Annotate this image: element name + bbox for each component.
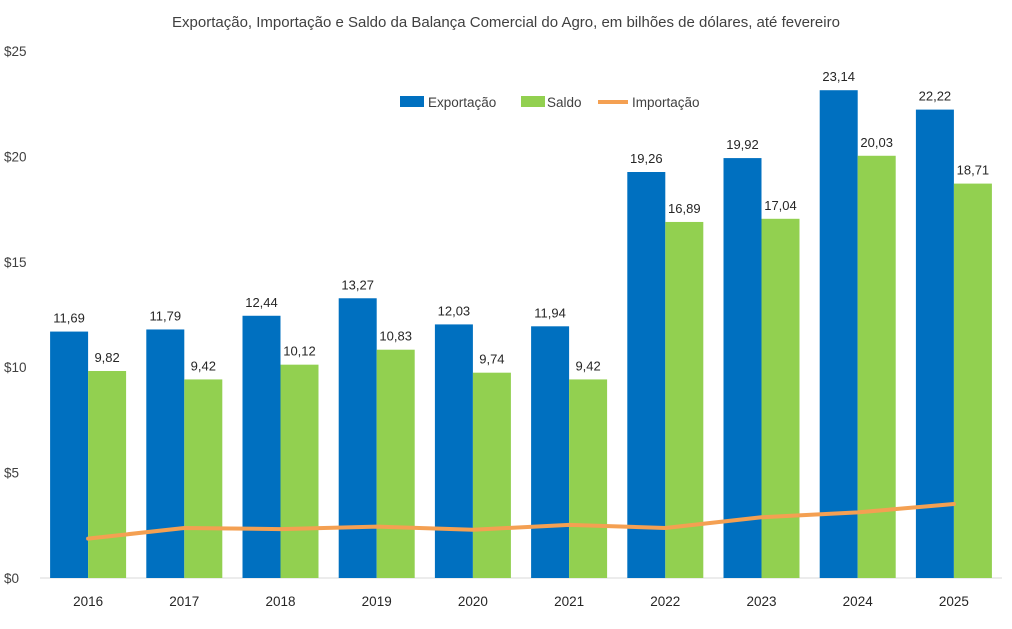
- bar-saldo: [472, 372, 511, 578]
- data-label-saldo: 9,42: [575, 358, 600, 373]
- data-labels: 11,69 11,79 12,44 13,27 12,03 11,94 19,26 19,92…: [53, 69, 989, 373]
- bar-exportação: [627, 171, 666, 578]
- y-tick-label: $10: [4, 360, 27, 375]
- y-tick-label: $25: [4, 44, 27, 59]
- bar-exportação: [50, 331, 89, 578]
- bar-saldo: [569, 379, 608, 578]
- bar-exportação: [146, 329, 185, 578]
- data-label-exportação: 13,27: [341, 277, 374, 292]
- data-label-exportação: 19,26: [630, 151, 663, 166]
- data-label-saldo: 20,03: [860, 135, 893, 150]
- y-axis: $0 $5 $10 $15 $20 $25: [4, 44, 27, 586]
- data-label-exportação: 19,92: [726, 137, 759, 152]
- x-tick-label: 2025: [939, 594, 969, 609]
- data-label-exportação: 22,22: [919, 89, 952, 104]
- y-tick-label: $5: [4, 466, 19, 481]
- x-tick-label: 2019: [362, 594, 392, 609]
- bar-exportação: [531, 326, 570, 578]
- x-tick-label: 2023: [746, 594, 776, 609]
- data-label-saldo: 17,04: [764, 198, 797, 213]
- x-tick-label: 2016: [73, 594, 103, 609]
- legend-label-exportação: Exportação: [428, 95, 496, 110]
- bar-saldo: [665, 221, 704, 578]
- legend-label-saldo: Saldo: [547, 95, 582, 110]
- data-label-saldo: 16,89: [668, 201, 701, 216]
- bar-saldo: [280, 364, 319, 578]
- legend-swatch-saldo: [521, 96, 545, 107]
- bar-exportação: [242, 315, 281, 578]
- bar-exportação: [819, 90, 858, 578]
- data-label-saldo: 9,74: [479, 352, 504, 367]
- bar-saldo: [376, 349, 415, 578]
- y-tick-label: $15: [4, 255, 27, 270]
- x-axis: 2016 2017 2018 2019 2020 2021 2022 2023 2024 2025: [73, 594, 969, 609]
- x-tick-label: 2020: [458, 594, 488, 609]
- data-label-saldo: 18,71: [957, 163, 990, 178]
- bars-group: [50, 90, 992, 579]
- legend: Exportação Saldo Importação: [400, 95, 700, 110]
- x-tick-label: 2022: [650, 594, 680, 609]
- data-label-saldo: 9,82: [94, 350, 119, 365]
- bar-exportação: [338, 298, 377, 578]
- data-label-saldo: 9,42: [191, 358, 216, 373]
- bar-exportação: [723, 158, 762, 578]
- data-label-saldo: 10,12: [283, 344, 316, 359]
- data-label-exportação: 11,79: [150, 308, 182, 323]
- x-tick-label: 2017: [169, 594, 199, 609]
- data-label-exportação: 12,03: [438, 303, 471, 318]
- import-line-group: [86, 502, 956, 541]
- data-label-exportação: 11,69: [53, 311, 85, 326]
- bar-saldo: [761, 218, 800, 578]
- bar-exportação: [434, 324, 473, 578]
- bar-saldo: [88, 370, 127, 578]
- data-label-saldo: 10,83: [379, 329, 412, 344]
- bar-saldo: [184, 379, 223, 578]
- legend-swatch-exportação: [400, 96, 424, 107]
- x-tick-label: 2024: [843, 594, 874, 609]
- series-line-importação: [86, 502, 956, 541]
- x-tick-label: 2021: [554, 594, 584, 609]
- x-tick-label: 2018: [265, 594, 295, 609]
- bar-saldo: [857, 155, 896, 579]
- chart-title: Exportação, Importação e Saldo da Balanç…: [172, 14, 840, 31]
- data-label-exportação: 12,44: [245, 295, 278, 310]
- data-label-exportação: 23,14: [822, 69, 855, 84]
- y-tick-label: $20: [4, 149, 27, 164]
- data-label-exportação: 11,94: [534, 305, 566, 320]
- bar-saldo: [953, 183, 992, 578]
- legend-label-importação: Importação: [632, 95, 700, 110]
- bar-exportação: [915, 109, 954, 578]
- y-tick-label: $0: [4, 571, 19, 586]
